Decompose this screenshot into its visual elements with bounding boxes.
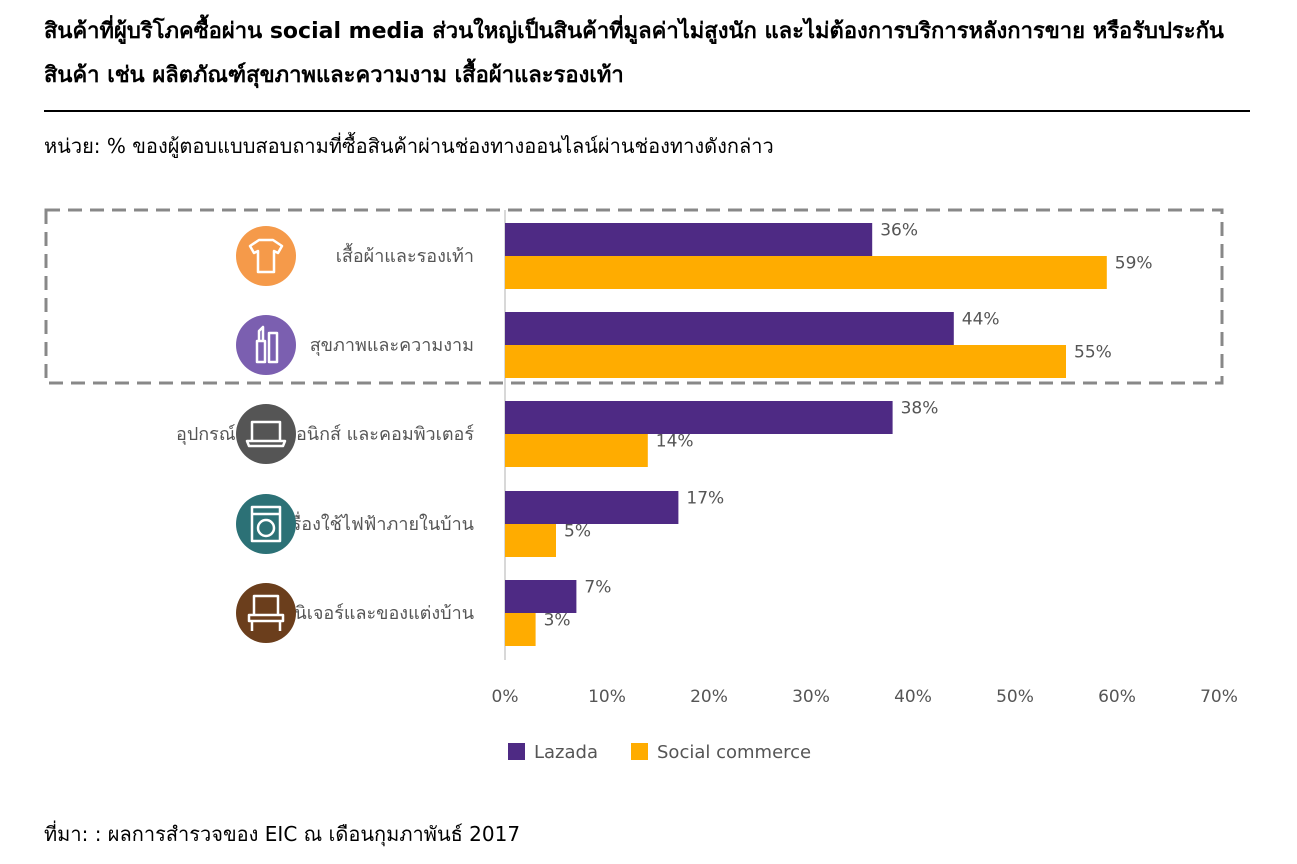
data-label: 14%: [656, 432, 694, 452]
x-tick-label: 60%: [1098, 687, 1136, 707]
x-tick-label: 50%: [996, 687, 1034, 707]
bar: [505, 223, 873, 256]
chart-title: สินค้าที่ผู้บริโภคซื้อผ่าน social media …: [44, 19, 1224, 88]
title-divider: [44, 110, 1250, 112]
bar: [505, 256, 1107, 289]
bar: [505, 524, 556, 557]
data-label: 36%: [880, 221, 918, 241]
x-tick-label: 70%: [1200, 687, 1238, 707]
x-tick-label: 40%: [894, 687, 932, 707]
source-note: ที่มา: : ผลการสำรวจของ EIC ณ เดือนกุมภาพ…: [44, 822, 521, 846]
category-label: เสื้อผ้าและรองเท้า: [336, 243, 474, 267]
tshirt-icon: [236, 226, 296, 286]
data-label: 17%: [686, 489, 724, 509]
legend-label: Social commerce: [657, 742, 811, 763]
x-tick-label: 10%: [588, 687, 626, 707]
x-tick-label: 30%: [792, 687, 830, 707]
x-tick-label: 20%: [690, 687, 728, 707]
category-label: อุปกรณ์อิเล็กทรอนิกส์ และคอมพิวเตอร์: [176, 422, 474, 445]
bar: [505, 491, 679, 524]
data-label: 59%: [1115, 254, 1153, 274]
lipstick-icon: [236, 315, 296, 375]
bar: [505, 401, 893, 434]
data-label: 3%: [544, 611, 571, 631]
category-label: สุขภาพและความงาม: [310, 335, 474, 356]
category-label: เฟอร์นิเจอร์และของแต่งบ้าน: [255, 603, 474, 624]
legend-label: Lazada: [534, 742, 598, 763]
legend-swatch: [508, 743, 525, 760]
laptop-icon: [236, 404, 296, 464]
unit-note: หน่วย: % ของผู้ตอบแบบสอบถามที่ซื้อสินค้า…: [44, 134, 774, 158]
bar: [505, 345, 1066, 378]
data-label: 7%: [584, 578, 611, 598]
highlight-dashed-box: [44, 208, 1224, 385]
category-label: เครื่องใช้ไฟฟ้าภายในบ้าน: [273, 511, 474, 535]
bar: [505, 580, 577, 613]
bar: [505, 613, 536, 646]
bar: [505, 434, 648, 467]
data-label: 55%: [1074, 343, 1112, 363]
washing-machine-icon: [236, 494, 296, 554]
data-label: 44%: [962, 310, 1000, 330]
bar: [505, 312, 954, 345]
x-tick-label: 0%: [492, 687, 519, 707]
data-label: 38%: [901, 399, 939, 419]
data-label: 5%: [564, 522, 591, 542]
legend-swatch: [631, 743, 648, 760]
chair-icon: [236, 583, 296, 643]
